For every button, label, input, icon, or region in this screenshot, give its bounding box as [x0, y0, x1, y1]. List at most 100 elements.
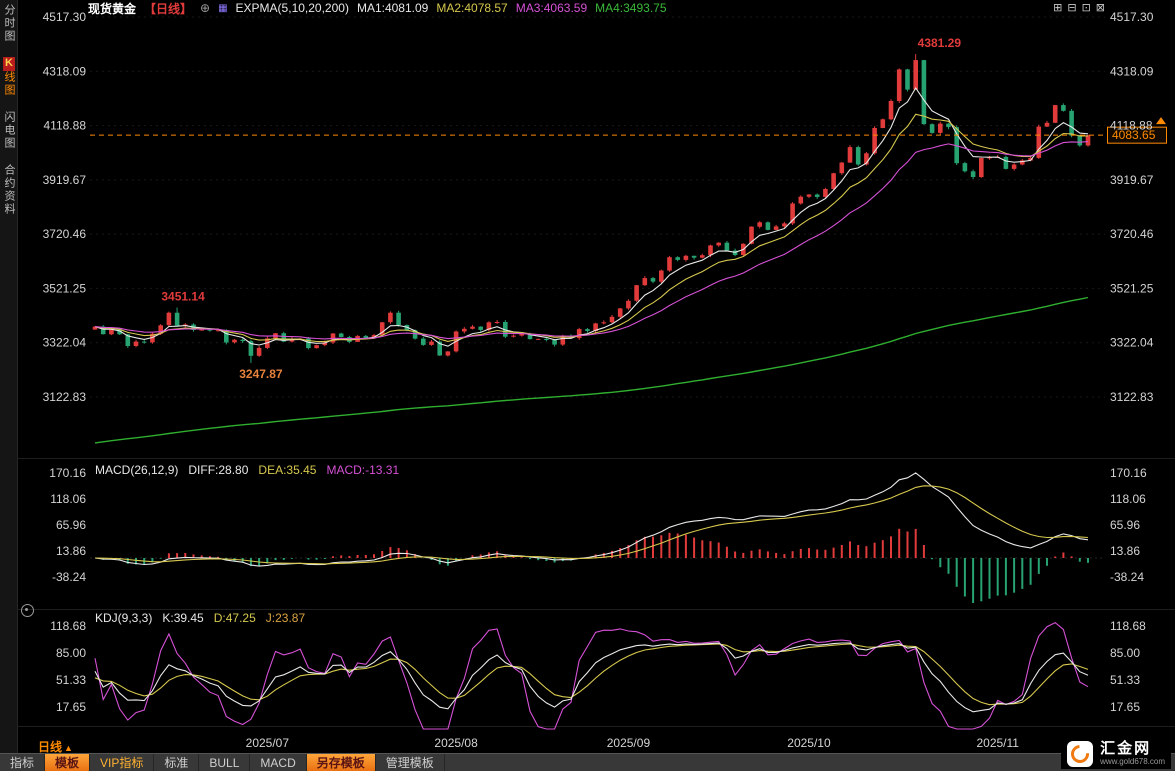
axis-label: 2025/11	[976, 736, 1019, 750]
sidebar-item-lightning-chart[interactable]: 闪电图	[3, 111, 15, 150]
ema-200-line	[94, 296, 1089, 444]
sidebar-kline-tail: 线图	[3, 71, 15, 97]
toolbar-tab-vip-indicators[interactable]: VIP指标	[90, 754, 155, 771]
macd-diff-line	[94, 472, 1089, 567]
macd-dea-line	[94, 485, 1089, 565]
axis-label: -38.24	[52, 570, 86, 584]
axis-label: 3122.83	[1110, 390, 1154, 404]
kdj-j-line	[94, 621, 1089, 730]
ma1-value: MA1:4081.09	[356, 1, 429, 15]
ma4-value: MA4:3493.75	[595, 1, 667, 15]
logo-name: 汇金网	[1100, 740, 1152, 758]
kdj-k-line	[94, 642, 1089, 713]
grid-layer	[18, 16, 1175, 727]
axis-label: 2025/10	[787, 736, 831, 750]
kdj-d-line	[94, 643, 1089, 706]
toolbar-tab-standard[interactable]: 标准	[154, 754, 200, 771]
axis-label: -38.24	[1110, 570, 1144, 584]
layout-grid-icon[interactable]: ⊞	[1053, 2, 1063, 14]
layout-split-icon[interactable]: ⊡	[1081, 2, 1091, 14]
indicator-icon: ▦	[218, 2, 228, 14]
logo-url: www.gold678.com	[1100, 756, 1165, 766]
zoom-icon[interactable]: ⊕	[200, 1, 211, 15]
last-price-box	[1107, 126, 1167, 144]
axis-label: 3322.04	[1110, 336, 1154, 350]
axis-label: 170.16	[49, 466, 86, 480]
toolbar-tab-templates[interactable]: 模板	[45, 754, 91, 771]
ma2-value: MA2:4078.57	[436, 1, 508, 15]
layout-close-icon[interactable]: ⊠	[1095, 2, 1105, 14]
axis-label: 85.00	[56, 646, 86, 660]
axis-label: 118.06	[1110, 492, 1146, 506]
chart-type-sidebar: 分时图 K线图 闪电图 合约资料	[0, 0, 18, 753]
ema-20-line	[94, 141, 1089, 340]
axis-label: 2025/07	[246, 736, 290, 750]
axis-label: 3451.14	[161, 290, 205, 304]
sidebar-item-kline-chart[interactable]: K线图	[3, 57, 15, 97]
sidebar-kline-head: K	[3, 57, 15, 71]
axis-label: 17.65	[56, 700, 86, 714]
toolbar-tab-macd[interactable]: MACD	[250, 754, 307, 771]
kdj-panel-header: KDJ(9,3,3) K:39.45 D:47.25 J:23.87	[95, 611, 305, 625]
indicator-settings-icon[interactable]	[21, 604, 34, 617]
kdj-d-value: D:47.25	[213, 611, 256, 625]
axis-label: 2025/08	[434, 736, 478, 750]
kdj-title: KDJ(9,3,3)	[95, 611, 153, 625]
axis-label: 4381.29	[918, 36, 962, 50]
macd-title: MACD(26,12,9)	[95, 463, 179, 477]
bottom-toolbar: 指标 模板 VIP指标 标准 BULL MACD 另存模板 管理模板	[0, 753, 1175, 771]
chart-header: 现货黄金 【日线】 ⊕ ▦ EXPMA(5,10,20,200) MA1:4081…	[88, 0, 667, 16]
sidebar-item-contract-info[interactable]: 合约资料	[3, 164, 15, 216]
axis-label: 3247.87	[239, 367, 283, 381]
axis-label: 3122.83	[43, 390, 87, 404]
huijin-site-logo[interactable]: 汇金网 www.gold678.com	[1061, 739, 1171, 769]
axis-label: 170.16	[1110, 466, 1147, 480]
axis-label: 65.96	[56, 518, 86, 532]
axis-label: 118.68	[50, 619, 86, 633]
kdj-j-value: J:23.87	[265, 611, 306, 625]
kdj-k-value: K:39.45	[162, 611, 204, 625]
axis-label: 3521.25	[43, 281, 87, 295]
axis-label: 3919.67	[43, 173, 87, 187]
period-label: 【日线】	[144, 1, 193, 16]
macd-dea-value: DEA:35.45	[258, 463, 317, 477]
axis-label: 3919.67	[1110, 173, 1154, 187]
axis-label: 85.00	[1110, 646, 1140, 660]
ema-5-line	[94, 86, 1089, 347]
indicator-name: EXPMA(5,10,20,200)	[235, 1, 349, 15]
axis-label: 118.06	[50, 492, 86, 506]
axis-label: 3322.04	[43, 336, 87, 350]
axis-label: 17.65	[1110, 700, 1140, 714]
toolbar-tab-indicators[interactable]: 指标	[0, 754, 46, 771]
symbol-name: 现货黄金	[88, 1, 137, 16]
timeframe-selector[interactable]: 日线 ▲	[38, 738, 73, 755]
timeframe-label: 日线	[38, 740, 63, 754]
axis-label: 4318.09	[1110, 64, 1154, 78]
axis-label: 4083.65	[1112, 128, 1156, 142]
ma-overlays-layer	[94, 86, 1089, 444]
layout-single-icon[interactable]: ⊟	[1067, 2, 1077, 14]
axis-label: 13.86	[1110, 544, 1140, 558]
axis-label: 51.33	[56, 673, 86, 687]
axis-label: 4118.88	[44, 119, 87, 133]
macd-panel-header: MACD(26,12,9) DIFF:28.80 DEA:35.45 MACD:…	[95, 463, 399, 477]
macd-diff-value: DIFF:28.80	[188, 463, 249, 477]
axis-label: 13.86	[56, 544, 86, 558]
axis-label: 4517.30	[1110, 10, 1154, 24]
axis-label: 4118.88	[1110, 119, 1153, 133]
sidebar-item-timeline-chart[interactable]: 分时图	[3, 4, 15, 43]
kdj-panel	[94, 621, 1089, 730]
toolbar-tab-bull[interactable]: BULL	[199, 754, 251, 771]
toolbar-tab-save-template[interactable]: 另存模板	[306, 754, 376, 771]
macd-value: MACD:-13.31	[326, 463, 400, 477]
axis-label: 2025/09	[607, 736, 651, 750]
axis-label: 4318.09	[43, 64, 87, 78]
axis-label: 65.96	[1110, 518, 1140, 532]
axis-label: 51.33	[1110, 673, 1140, 687]
macd-panel	[90, 472, 1105, 603]
toolbar-tab-manage-templates[interactable]: 管理模板	[376, 754, 445, 771]
axis-label: 3521.25	[1110, 281, 1154, 295]
candles-layer	[92, 54, 1091, 363]
